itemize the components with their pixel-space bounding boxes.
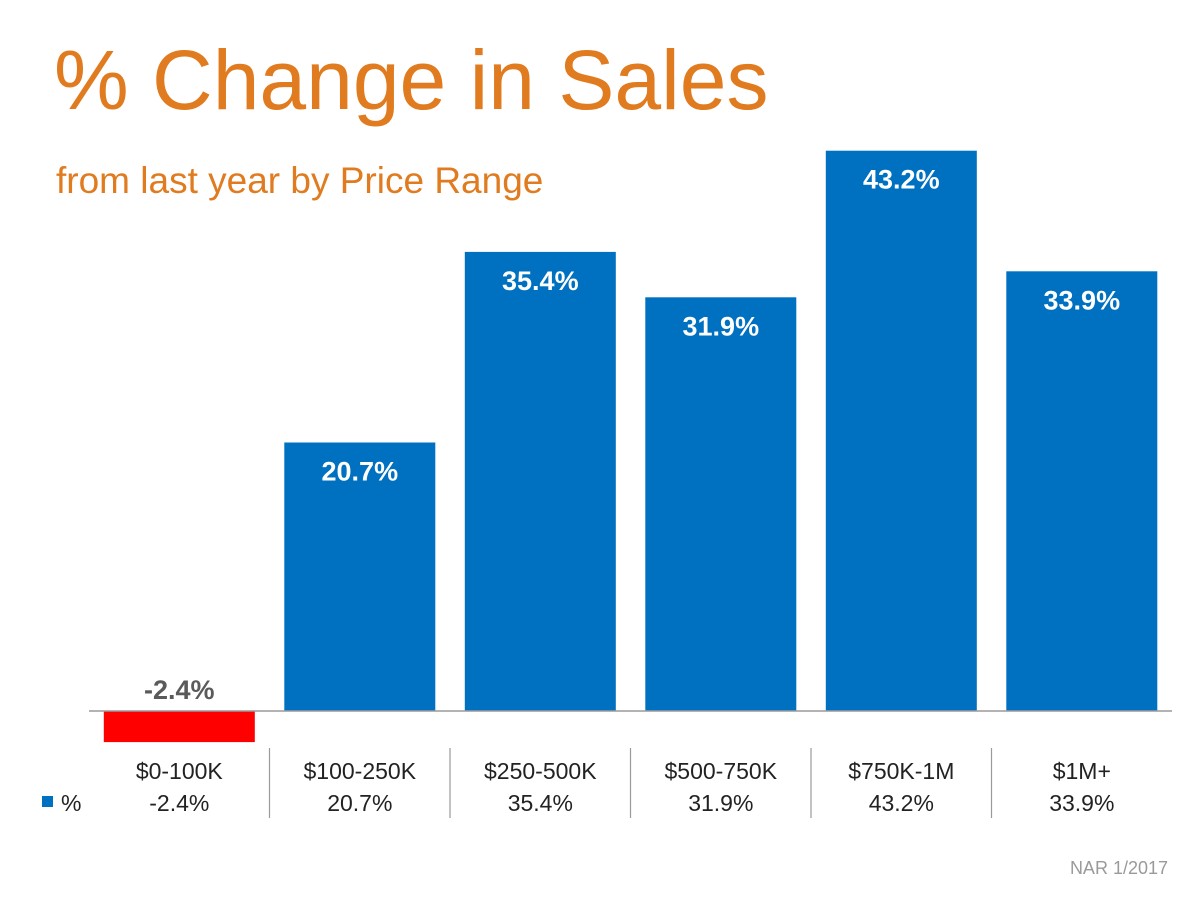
data-label-5: 33.9% <box>1044 285 1121 315</box>
bar-3 <box>645 297 797 711</box>
x-tick-label-1: $100-250K <box>304 758 417 784</box>
bar-0 <box>103 711 255 743</box>
x-tick-label-5: $1M+ <box>1053 758 1111 784</box>
bar-1 <box>284 442 436 711</box>
legend-swatch <box>42 796 53 807</box>
data-label-3: 31.9% <box>683 311 760 341</box>
data-label-4: 43.2% <box>863 165 940 195</box>
x-tick-label-3: $500-750K <box>665 758 778 784</box>
source-note: NAR 1/2017 <box>1069 858 1168 878</box>
bar-2 <box>464 251 616 711</box>
legend-label: % <box>61 790 81 816</box>
bar-4 <box>825 150 977 711</box>
x-tick-label-2: $250-500K <box>484 758 597 784</box>
chart-subtitle: from last year by Price Range <box>56 160 544 201</box>
bar-5 <box>1006 271 1158 711</box>
x-tick-label-0: $0-100K <box>136 758 224 784</box>
table-value-0: -2.4% <box>149 790 209 816</box>
table-value-3: 31.9% <box>688 790 753 816</box>
data-label-0: -2.4% <box>144 675 215 705</box>
data-label-1: 20.7% <box>322 457 399 487</box>
table-value-1: 20.7% <box>327 790 392 816</box>
x-tick-label-4: $750K-1M <box>848 758 954 784</box>
table-value-4: 43.2% <box>869 790 934 816</box>
data-label-2: 35.4% <box>502 266 579 296</box>
chart-title: % Change in Sales <box>54 33 769 127</box>
table-value-5: 33.9% <box>1049 790 1114 816</box>
table-value-2: 35.4% <box>508 790 573 816</box>
